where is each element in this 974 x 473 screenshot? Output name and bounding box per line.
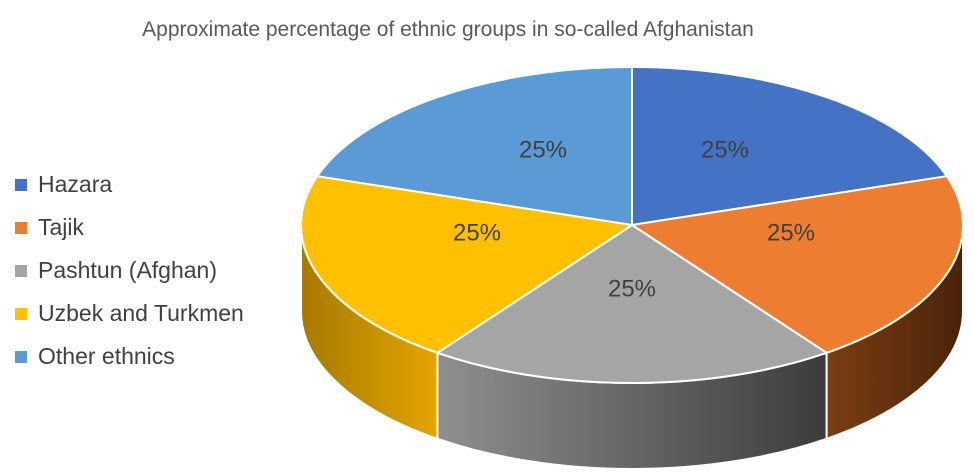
pie-slice-pashtun-afghan[interactable] xyxy=(436,224,828,384)
legend-label: Uzbek and Turkmen xyxy=(38,300,244,326)
data-label-other-ethnics: 25% xyxy=(519,137,567,164)
data-label-tajik: 25% xyxy=(767,220,815,247)
pie-slice-hazara[interactable] xyxy=(631,66,948,226)
legend-color-swatch xyxy=(15,221,27,234)
pie-slice-other-ethnics[interactable] xyxy=(316,66,633,226)
legend-label: Pashtun (Afghan) xyxy=(38,257,218,283)
pie-slice-tajik[interactable] xyxy=(631,175,964,354)
legend-label: Other ethnics xyxy=(38,343,175,369)
legend-item-other-ethnics[interactable]: Other ethnics xyxy=(15,335,244,378)
pie-slice-uzbek-and-turkmen[interactable] xyxy=(300,175,633,354)
data-label-uzbek-and-turkmen: 25% xyxy=(453,220,501,247)
data-label-hazara: 25% xyxy=(701,137,749,164)
legend-item-hazara[interactable]: Hazara xyxy=(15,163,244,206)
legend-color-swatch xyxy=(15,264,27,277)
legend-label: Tajik xyxy=(38,214,85,240)
data-label-pashtun-afghan: 25% xyxy=(608,276,656,303)
legend-color-swatch xyxy=(15,307,27,320)
legend-item-tajik[interactable]: Tajik xyxy=(15,206,244,249)
legend-color-swatch xyxy=(15,350,27,363)
legend-item-uzbek-and-turkmen[interactable]: Uzbek and Turkmen xyxy=(15,292,244,335)
legend-label: Hazara xyxy=(38,171,113,197)
legend: Hazara Tajik Pashtun (Afghan) Uzbek and Tur… xyxy=(15,163,244,378)
legend-item-pashtun-afghan[interactable]: Pashtun (Afghan) xyxy=(15,249,244,292)
legend-color-swatch xyxy=(15,178,27,191)
chart-title: Approximate percentage of ethnic groups … xyxy=(142,18,754,41)
